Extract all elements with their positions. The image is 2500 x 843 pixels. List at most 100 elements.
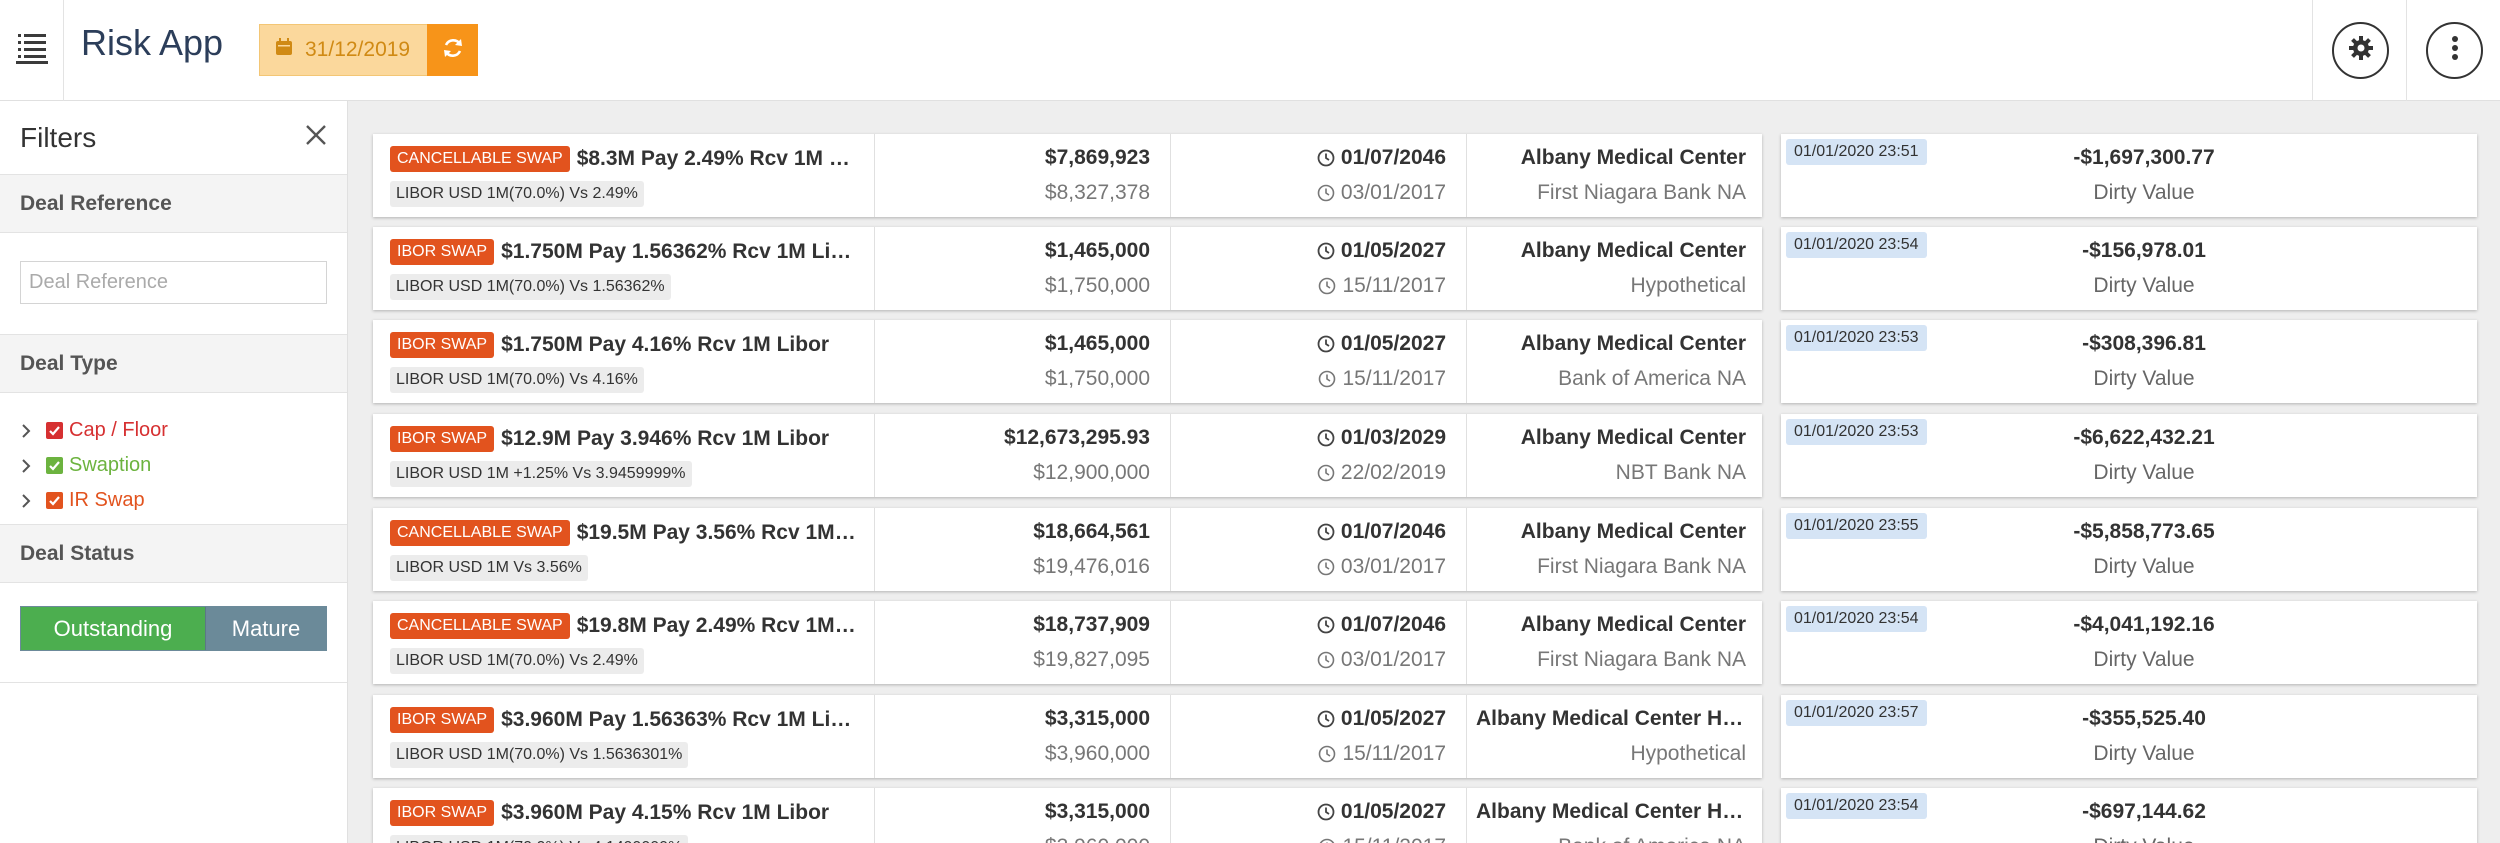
deal-title[interactable]: $8.3M Pay 2.49% Rcv 1M Libor	[576, 147, 860, 170]
menu-button[interactable]	[0, 0, 64, 101]
settings-button[interactable]	[2332, 22, 2389, 79]
deal-row[interactable]: IBOR SWAP $12.9M Pay 3.946% Rcv 1M Libor L…	[373, 414, 1762, 497]
app-header: Risk App 31/12/2019	[0, 0, 2500, 101]
deal-type-cap-floor[interactable]: Cap / Floor	[0, 413, 347, 448]
deal-maturity-date: 01/03/2029	[1340, 426, 1446, 449]
deal-parties-cell: Albany Medical Center First Niagara Bank …	[1468, 508, 1762, 591]
chevron-right-icon[interactable]	[20, 458, 40, 474]
valuation-card[interactable]: 01/01/2020 23:54 -$156,978.01 Dirty Value	[1781, 227, 2477, 310]
deal-title[interactable]: $19.8M Pay 2.49% Rcv 1M Libor	[576, 614, 860, 637]
deal-parties-cell: Albany Medical Center NBT Bank NA	[1468, 414, 1762, 497]
deal-title[interactable]: $3.960M Pay 1.56363% Rcv 1M Libor	[501, 708, 860, 731]
deal-title[interactable]: $19.5M Pay 3.56% Rcv 1M Libor	[576, 521, 860, 544]
deal-maturity: 01/05/2027	[1317, 707, 1446, 734]
deal-title-line: IBOR SWAP $1.750M Pay 1.56362% Rcv 1M Lib…	[390, 239, 860, 265]
deal-bank: First Niagara Bank NA	[1537, 648, 1746, 671]
deal-maturity-date: 01/05/2027	[1340, 239, 1446, 262]
checkbox-checked-icon[interactable]	[46, 492, 63, 509]
deal-row[interactable]: CANCELLABLE SWAP $19.5M Pay 3.56% Rcv 1M …	[373, 508, 1762, 591]
deal-description-cell: IBOR SWAP $3.960M Pay 1.56363% Rcv 1M Lib…	[373, 695, 875, 778]
deal-reference-input[interactable]	[20, 261, 327, 304]
list-menu-icon	[14, 30, 50, 71]
deal-row[interactable]: CANCELLABLE SWAP $19.8M Pay 2.49% Rcv 1M …	[373, 601, 1762, 684]
deal-type-badge: CANCELLABLE SWAP	[390, 520, 570, 546]
deal-type-section: Cap / Floor Swaption IR Swap	[0, 393, 347, 525]
deal-index-tag: LIBOR USD 1M Vs 3.56%	[390, 555, 588, 581]
clock-icon	[1317, 558, 1335, 582]
deal-amount-cell: $3,315,000 $3,960,000	[876, 695, 1171, 778]
deal-title[interactable]: $12.9M Pay 3.946% Rcv 1M Libor	[501, 427, 830, 450]
deal-start-date: 15/11/2017	[1342, 742, 1446, 765]
deal-counterparty: Albany Medical Center	[1520, 332, 1746, 355]
valuation-timestamp-badge: 01/01/2020 23:53	[1786, 325, 1927, 351]
refresh-button[interactable]	[427, 24, 478, 76]
deal-start-date: 03/01/2017	[1340, 648, 1446, 671]
valuation-card[interactable]: 01/01/2020 23:53 -$6,622,432.21 Dirty Valu…	[1781, 414, 2477, 497]
deal-parties-cell: Albany Medical Center First Niagara Bank …	[1468, 601, 1762, 684]
valuation-date-button[interactable]: 31/12/2019	[259, 24, 427, 76]
deal-start-date: 03/01/2017	[1340, 555, 1446, 578]
deal-title[interactable]: $1.750M Pay 1.56362% Rcv 1M Libor	[501, 240, 860, 263]
header-divider	[2312, 0, 2313, 101]
valuation-card[interactable]: 01/01/2020 23:54 -$697,144.62 Dirty Value	[1781, 788, 2477, 843]
header-divider	[2406, 0, 2407, 101]
mature-toggle-button[interactable]: Mature	[205, 607, 326, 650]
outstanding-toggle-button[interactable]: Outstanding	[21, 607, 205, 650]
deal-maturity: 01/07/2046	[1317, 146, 1446, 173]
valuation-amount: -$156,978.01	[2082, 239, 2206, 262]
clock-icon	[1317, 616, 1335, 640]
valuation-label: Dirty Value	[2093, 648, 2195, 671]
deal-title[interactable]: $3.960M Pay 4.15% Rcv 1M Libor	[501, 801, 830, 824]
chevron-right-icon[interactable]	[20, 423, 40, 439]
deal-type-label: IR Swap	[69, 489, 145, 511]
deal-title-line: CANCELLABLE SWAP $19.8M Pay 2.49% Rcv 1M …	[390, 613, 860, 639]
deal-type-ir-swap[interactable]: IR Swap	[0, 483, 347, 518]
deal-row[interactable]: CANCELLABLE SWAP $8.3M Pay 2.49% Rcv 1M L…	[373, 134, 1762, 217]
deal-notional: $12,900,000	[1033, 461, 1150, 484]
deal-row[interactable]: IBOR SWAP $1.750M Pay 4.16% Rcv 1M Libor L…	[373, 320, 1762, 403]
valuation-card[interactable]: 01/01/2020 23:55 -$5,858,773.65 Dirty Valu…	[1781, 508, 2477, 591]
deal-row[interactable]: IBOR SWAP $3.960M Pay 4.15% Rcv 1M Libor L…	[373, 788, 1762, 843]
chevron-right-icon[interactable]	[20, 493, 40, 509]
deal-title-line: CANCELLABLE SWAP $8.3M Pay 2.49% Rcv 1M L…	[390, 146, 860, 172]
close-icon[interactable]	[305, 124, 327, 151]
checkbox-checked-icon[interactable]	[46, 457, 63, 474]
deal-row[interactable]: IBOR SWAP $1.750M Pay 1.56362% Rcv 1M Lib…	[373, 227, 1762, 310]
valuation-card[interactable]: 01/01/2020 23:51 -$1,697,300.77 Dirty Valu…	[1781, 134, 2477, 217]
deal-status-section: Outstanding Mature	[0, 583, 347, 683]
valuation-card[interactable]: 01/01/2020 23:57 -$355,525.40 Dirty Value	[1781, 695, 2477, 778]
deal-bank: Hypothetical	[1630, 742, 1746, 765]
deal-dates-cell: 01/05/2027 15/11/2017	[1172, 320, 1467, 403]
valuation-amount: -$355,525.40	[2082, 707, 2206, 730]
deal-maturity-date: 01/05/2027	[1340, 332, 1446, 355]
valuation-card[interactable]: 01/01/2020 23:53 -$308,396.81 Dirty Value	[1781, 320, 2477, 403]
more-options-button[interactable]	[2426, 22, 2483, 79]
filters-title: Filters	[20, 121, 97, 153]
deal-parties-cell: Albany Medical Center Hypothetical	[1468, 227, 1762, 310]
deal-amount-cell: $3,315,000 $3,960,000	[876, 788, 1171, 843]
deal-type-swaption[interactable]: Swaption	[0, 448, 347, 483]
deal-notional: $8,327,378	[1044, 181, 1150, 204]
deal-amount: $18,737,909	[1033, 613, 1150, 636]
deal-row[interactable]: IBOR SWAP $3.960M Pay 1.56363% Rcv 1M Lib…	[373, 695, 1762, 778]
deal-title[interactable]: $1.750M Pay 4.16% Rcv 1M Libor	[501, 333, 830, 356]
valuation-timestamp-badge: 01/01/2020 23:57	[1786, 700, 1927, 726]
deal-type-badge: IBOR SWAP	[390, 707, 495, 733]
deal-description-cell: CANCELLABLE SWAP $19.8M Pay 2.49% Rcv 1M …	[373, 601, 875, 684]
deal-notional: $1,750,000	[1044, 274, 1150, 297]
deal-description-cell: IBOR SWAP $1.750M Pay 4.16% Rcv 1M Libor L…	[373, 320, 875, 403]
clock-icon	[1318, 370, 1336, 394]
deal-notional: $3,960,000	[1044, 742, 1150, 765]
valuation-amount: -$697,144.62	[2082, 800, 2206, 823]
clock-icon	[1317, 184, 1335, 208]
valuation-timestamp-badge: 01/01/2020 23:55	[1786, 513, 1927, 539]
valuation-amount: -$4,041,192.16	[2073, 613, 2215, 636]
deal-bank: First Niagara Bank NA	[1537, 555, 1746, 578]
deal-maturity: 01/05/2027	[1317, 332, 1446, 359]
valuation-card[interactable]: 01/01/2020 23:54 -$4,041,192.16 Dirty Valu…	[1781, 601, 2477, 684]
deal-start: 03/01/2017	[1317, 555, 1446, 582]
valuation-timestamp-badge: 01/01/2020 23:53	[1786, 419, 1927, 445]
deal-maturity-date: 01/05/2027	[1340, 707, 1446, 730]
checkbox-checked-icon[interactable]	[46, 422, 63, 439]
deal-amount-cell: $12,673,295.93 $12,900,000	[876, 414, 1171, 497]
